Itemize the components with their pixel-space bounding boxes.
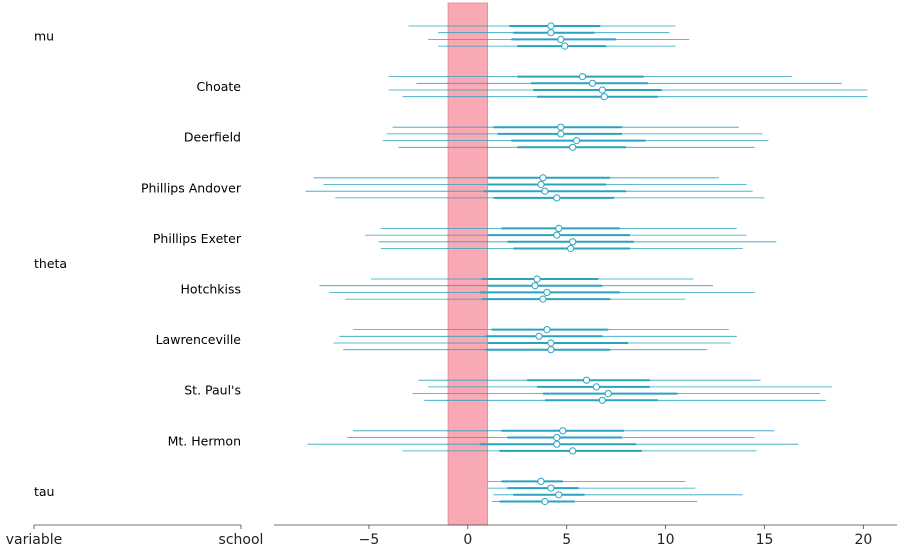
mean-point [547, 484, 555, 492]
row-mu [408, 22, 690, 50]
x-tick-label: −5 [359, 532, 380, 548]
mean-point [539, 295, 547, 303]
school-label: Lawrenceville [156, 332, 242, 347]
mean-point [588, 79, 597, 87]
school-header: school [219, 532, 264, 548]
mean-point [567, 244, 575, 253]
row-hotchkiss [319, 275, 755, 303]
label-axis: variable school [6, 524, 264, 548]
x-tick-label: 20 [854, 532, 872, 548]
mean-point [569, 447, 577, 455]
mean-point [553, 440, 561, 448]
row-deerfield [382, 123, 769, 151]
row-labels: Choate Deerfield Phillips Andover Phillips … [34, 29, 242, 499]
mean-point [569, 238, 577, 246]
row-lawrenceville [333, 326, 737, 354]
mean-point [578, 73, 587, 81]
mean-point [541, 497, 549, 506]
school-label: Mt. Hermon [168, 433, 241, 448]
mean-point [561, 42, 569, 50]
reference-band [447, 2, 488, 526]
school-label: Choate [196, 79, 241, 94]
school-label: Deerfield [184, 130, 241, 145]
mean-point [555, 224, 563, 232]
mean-point [543, 288, 551, 296]
mean-point [598, 86, 606, 94]
school-label: Hotchkiss [181, 282, 241, 297]
x-tick-label: 15 [756, 532, 774, 548]
x-axis: −5 0 5 10 15 20 [274, 524, 897, 548]
mean-point [535, 332, 543, 340]
mean-point [573, 137, 581, 145]
mean-point [600, 93, 608, 101]
mean-point [547, 339, 555, 347]
mean-point [531, 282, 539, 290]
row-mt-hermon [307, 427, 799, 455]
school-label: St. Paul's [184, 383, 241, 398]
mean-point [553, 231, 561, 239]
mean-point [533, 275, 541, 283]
mean-point [557, 130, 565, 138]
mean-point [543, 326, 551, 334]
mean-point [553, 433, 561, 442]
mean-point [547, 346, 555, 354]
x-tick-label: 10 [657, 532, 675, 548]
mean-point [541, 187, 549, 195]
row-tau [487, 477, 743, 506]
mean-point [555, 491, 563, 499]
mean-point [559, 427, 567, 435]
variable-label: mu [34, 29, 54, 44]
variable-label: theta [34, 256, 67, 271]
mean-point [582, 376, 591, 384]
variable-header: variable [6, 532, 62, 548]
mean-point [592, 383, 600, 391]
mean-point [547, 29, 555, 37]
reference-band-layer [447, 2, 488, 526]
x-tick-label: 5 [562, 532, 571, 548]
mean-point [553, 194, 561, 202]
x-tick-label: 0 [463, 532, 472, 548]
school-label: Phillips Andover [141, 180, 242, 195]
mean-point [547, 22, 555, 30]
row-choate [388, 73, 868, 101]
mean-point [598, 396, 606, 404]
mean-point [537, 477, 545, 485]
chain-intervals [305, 22, 868, 506]
row-phillips-andover [305, 174, 765, 202]
school-label: Phillips Exeter [153, 231, 242, 246]
row-phillips-exeter [364, 224, 777, 253]
mean-point [539, 174, 547, 182]
mean-point [604, 390, 612, 398]
mean-point [557, 123, 565, 131]
mean-point [569, 143, 577, 151]
variable-label: tau [34, 484, 54, 499]
row-st-paul-s [412, 376, 832, 404]
mean-point [537, 180, 545, 189]
mean-point [557, 35, 565, 44]
